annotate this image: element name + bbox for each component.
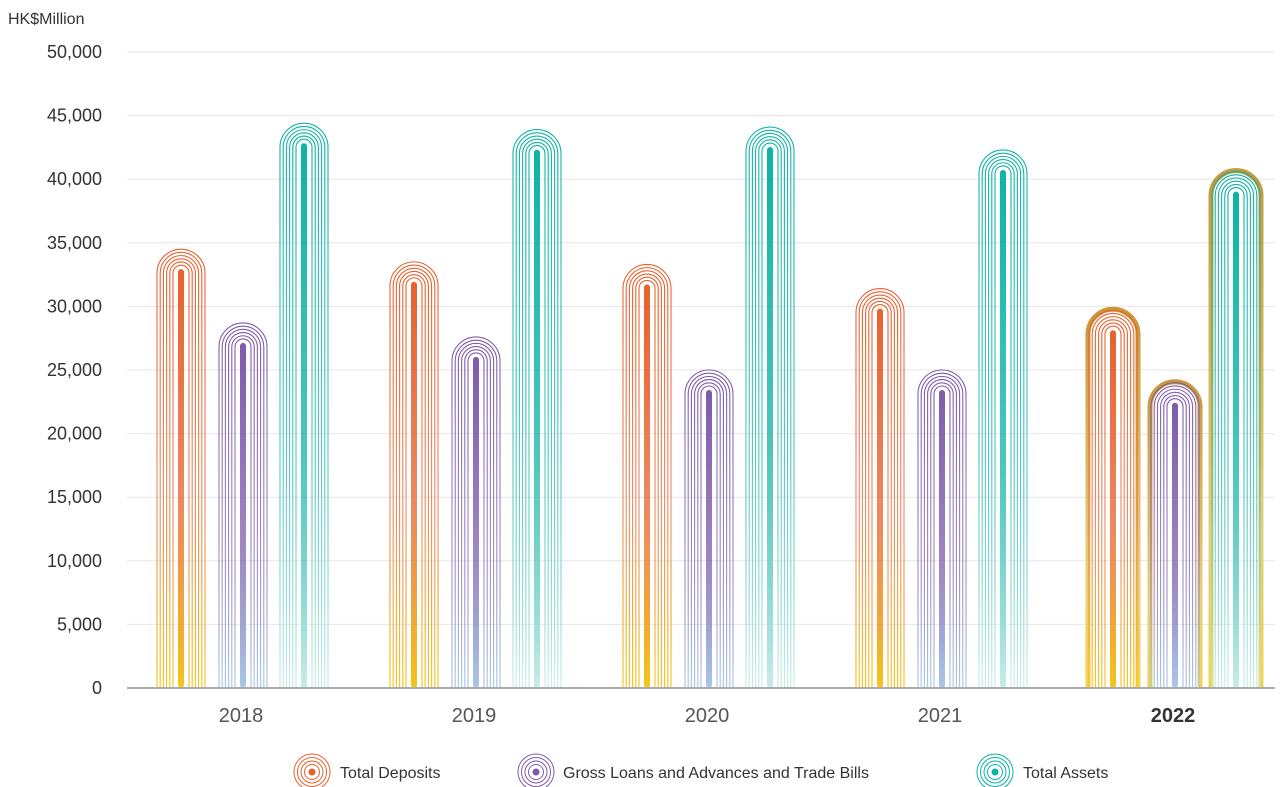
bar bbox=[978, 149, 1028, 689]
bar bbox=[279, 122, 329, 688]
bar bbox=[1085, 306, 1141, 688]
y-tick-label: 25,000 bbox=[47, 360, 102, 380]
y-tick-label: 20,000 bbox=[47, 424, 102, 444]
bar bbox=[156, 248, 206, 688]
y-tick-label: 35,000 bbox=[47, 233, 102, 253]
y-tick-label: 40,000 bbox=[47, 169, 102, 189]
x-tick-label: 2022 bbox=[1151, 705, 1196, 727]
y-tick-label: 50,000 bbox=[47, 42, 102, 62]
y-tick-label: 30,000 bbox=[47, 296, 102, 316]
y-tick-label: 45,000 bbox=[47, 106, 102, 126]
legend: Total Deposits Gross Loans and Advances a… bbox=[293, 753, 1108, 787]
y-tick-label: 15,000 bbox=[47, 487, 102, 507]
legend-label: Total Deposits bbox=[340, 765, 441, 782]
bar bbox=[512, 129, 562, 689]
bar bbox=[622, 263, 672, 688]
legend-item: Total Assets bbox=[976, 753, 1108, 787]
bar bbox=[1208, 168, 1264, 688]
legend-swatch-icon bbox=[976, 753, 1014, 787]
x-axis-ticks: 2018 2019 2020 2021 2022 bbox=[219, 705, 1196, 727]
bar bbox=[389, 261, 439, 688]
x-tick-label: 2020 bbox=[685, 705, 730, 727]
bar bbox=[684, 369, 734, 688]
bar bbox=[917, 369, 967, 688]
y-tick-label: 0 bbox=[92, 678, 102, 698]
y-tick-label: 10,000 bbox=[47, 551, 102, 571]
bars bbox=[156, 122, 1264, 689]
legend-label: Gross Loans and Advances and Trade Bills bbox=[563, 765, 869, 782]
y-axis-ticks: 0 5,000 10,000 15,000 20,000 25,000 30,000 35,0… bbox=[47, 42, 102, 698]
bar bbox=[451, 336, 501, 688]
legend-item: Total Deposits bbox=[293, 753, 441, 787]
bar bbox=[745, 126, 795, 689]
bar bbox=[218, 322, 268, 688]
bar bbox=[855, 288, 905, 688]
legend-item: Gross Loans and Advances and Trade Bills bbox=[517, 753, 869, 787]
legend-swatch-icon bbox=[517, 753, 555, 787]
x-tick-label: 2018 bbox=[219, 705, 264, 727]
legend-swatch-icon bbox=[293, 753, 331, 787]
y-axis-unit-label: HK$Million bbox=[8, 11, 84, 28]
x-tick-label: 2021 bbox=[918, 705, 963, 727]
legend-label: Total Assets bbox=[1023, 765, 1108, 782]
bar bbox=[1147, 379, 1203, 688]
x-tick-label: 2019 bbox=[452, 705, 497, 727]
y-tick-label: 5,000 bbox=[57, 614, 102, 634]
